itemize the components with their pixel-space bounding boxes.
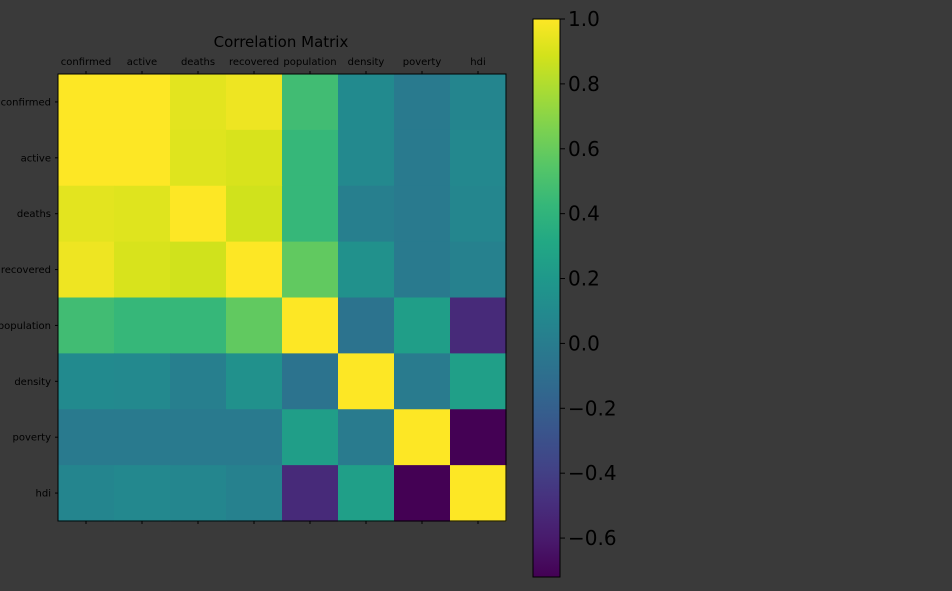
heatmap-cell-population-active <box>114 297 171 354</box>
colorbar-tick-label-7: −0.4 <box>568 461 617 485</box>
heatmap-cell-density-hdi <box>450 353 507 410</box>
heatmap-cell-poverty-recovered <box>226 409 283 466</box>
heatmap-cell-hdi-population <box>282 465 339 522</box>
plot-frame <box>57 73 507 522</box>
heatmap-cell-confirmed-poverty <box>394 74 451 131</box>
y-tick-label-active: active <box>21 153 51 164</box>
heatmap-cell-population-deaths <box>170 297 227 354</box>
heatmap-cell-population-density <box>338 297 395 354</box>
colorbar <box>532 18 561 578</box>
heatmap-cell-population-population <box>282 297 339 354</box>
chart-title: Correlation Matrix <box>214 33 349 51</box>
heatmap-cell-deaths-population <box>282 185 339 243</box>
heatmap-cell-deaths-recovered <box>226 185 283 243</box>
heatmap-cell-hdi-poverty <box>394 465 451 522</box>
heatmap-cell-deaths-deaths <box>170 185 227 243</box>
heatmap-cell-recovered-deaths <box>170 241 227 299</box>
heatmap-cell-deaths-confirmed <box>58 185 115 243</box>
heatmap-cell-density-recovered <box>226 353 283 410</box>
heatmap-cell-hdi-density <box>338 465 395 522</box>
heatmap-cell-poverty-population <box>282 409 339 466</box>
y-axis-ticks: confirmed active deaths recovered population… <box>0 97 58 500</box>
heatmap-cell-active-active <box>114 129 171 187</box>
x-tick-label-population: population <box>283 57 336 68</box>
colorbar-tick-label-0: 1.0 <box>568 7 600 31</box>
x-tick-label-deaths: deaths <box>181 57 215 68</box>
y-tick-label-deaths: deaths <box>17 209 51 220</box>
heatmap-cell-active-poverty <box>394 129 451 187</box>
heatmap-cell-deaths-hdi <box>450 185 507 243</box>
heatmap-cell-hdi-recovered <box>226 465 283 522</box>
y-tick-label-hdi: hdi <box>36 489 51 500</box>
heatmap-cell-hdi-deaths <box>170 465 227 522</box>
x-tick-label-density: density <box>348 57 385 68</box>
heatmap-cells <box>58 74 507 522</box>
heatmap-cell-recovered-confirmed <box>58 241 115 299</box>
heatmap-cell-confirmed-active <box>114 74 171 131</box>
heatmap-cell-active-confirmed <box>58 129 115 187</box>
x-axis-ticks: confirmed active deaths recovered population… <box>61 57 486 524</box>
heatmap-cell-poverty-deaths <box>170 409 227 466</box>
heatmap-cell-poverty-confirmed <box>58 409 115 466</box>
colorbar-tick-label-6: −0.2 <box>568 396 617 420</box>
y-tick-label-confirmed: confirmed <box>1 97 51 108</box>
heatmap-cell-density-confirmed <box>58 353 115 410</box>
heatmap-cell-density-density <box>338 353 395 410</box>
heatmap-cell-deaths-active <box>114 185 171 243</box>
heatmap-cell-recovered-density <box>338 241 395 299</box>
x-tick-label-active: active <box>127 57 157 68</box>
colorbar-tick-label-8: −0.6 <box>568 526 617 550</box>
heatmap-cell-poverty-density <box>338 409 395 466</box>
heatmap-cell-poverty-hdi <box>450 409 507 466</box>
heatmap-cell-population-hdi <box>450 297 507 354</box>
y-tick-label-population: population <box>0 321 51 332</box>
y-tick-label-density: density <box>14 377 51 388</box>
colorbar-tick-label-5: 0.0 <box>568 331 600 355</box>
heatmap-cell-confirmed-hdi <box>450 74 507 131</box>
heatmap-cell-recovered-hdi <box>450 241 507 299</box>
heatmap-cell-poverty-active <box>114 409 171 466</box>
heatmap-cell-confirmed-density <box>338 74 395 131</box>
heatmap-cell-population-recovered <box>226 297 283 354</box>
heatmap-cell-active-hdi <box>450 129 507 187</box>
heatmap-cell-population-confirmed <box>58 297 115 354</box>
heatmap-cell-density-active <box>114 353 171 410</box>
heatmap-cell-poverty-poverty <box>394 409 451 466</box>
x-tick-label-hdi: hdi <box>470 57 485 68</box>
heatmap-cell-density-population <box>282 353 339 410</box>
heatmap-cell-hdi-hdi <box>450 465 507 522</box>
x-tick-label-poverty: poverty <box>403 57 442 68</box>
heatmap-cell-density-deaths <box>170 353 227 410</box>
heatmap-cell-active-population <box>282 129 339 187</box>
heatmap-cell-deaths-density <box>338 185 395 243</box>
heatmap-cell-recovered-active <box>114 241 171 299</box>
colorbar-tick-label-1: 0.8 <box>568 72 600 96</box>
colorbar-tick-label-2: 0.6 <box>568 137 600 161</box>
colorbar-tick-label-4: 0.2 <box>568 267 600 291</box>
heatmap-cell-recovered-population <box>282 241 339 299</box>
colorbar-ticks: 1.0 0.8 0.6 0.4 0.2 0.0 −0.2 −0.4 −0.6 <box>560 7 617 550</box>
heatmap-cell-confirmed-confirmed <box>58 74 115 131</box>
y-tick-label-recovered: recovered <box>1 265 51 276</box>
heatmap-cell-active-recovered <box>226 129 283 187</box>
heatmap-cell-confirmed-population <box>282 74 339 131</box>
colorbar-tick-label-3: 0.4 <box>568 202 600 226</box>
x-tick-label-recovered: recovered <box>229 57 279 68</box>
heatmap-cell-population-poverty <box>394 297 451 354</box>
heatmap-cell-confirmed-deaths <box>170 74 227 131</box>
heatmap-cell-deaths-poverty <box>394 185 451 243</box>
heatmap-cell-density-poverty <box>394 353 451 410</box>
x-tick-label-confirmed: confirmed <box>61 57 111 68</box>
y-tick-label-poverty: poverty <box>13 433 52 444</box>
heatmap-cell-confirmed-recovered <box>226 74 283 131</box>
heatmap-cell-recovered-recovered <box>226 241 283 299</box>
heatmap-cell-active-deaths <box>170 129 227 187</box>
heatmap-cell-active-density <box>338 129 395 187</box>
heatmap-cell-recovered-poverty <box>394 241 451 299</box>
heatmap-cell-hdi-confirmed <box>58 465 115 522</box>
heatmap-cell-hdi-active <box>114 465 171 522</box>
